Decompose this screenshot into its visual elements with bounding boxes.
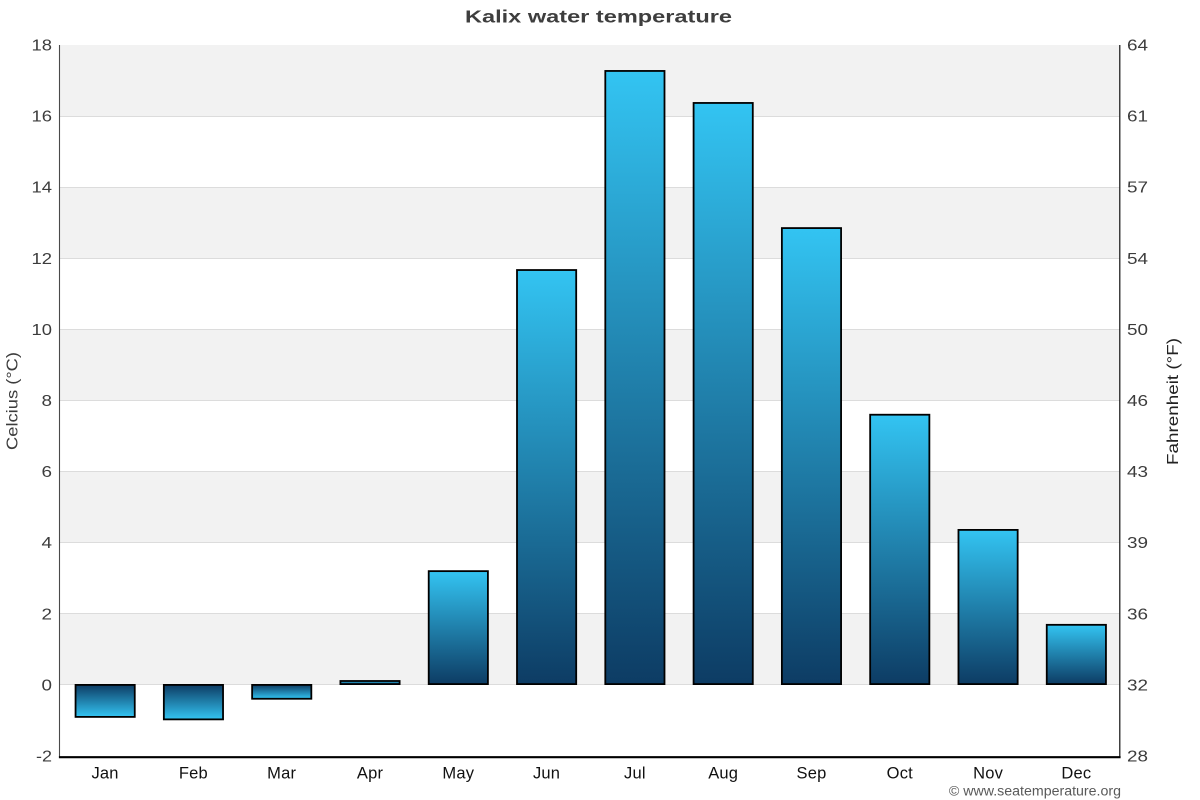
svg-text:6: 6 xyxy=(42,464,53,481)
svg-text:Jul: Jul xyxy=(624,765,646,783)
svg-text:Feb: Feb xyxy=(179,765,208,783)
svg-text:18: 18 xyxy=(32,38,53,55)
svg-text:14: 14 xyxy=(32,180,53,197)
svg-text:46: 46 xyxy=(1127,393,1148,410)
svg-text:32: 32 xyxy=(1127,677,1148,694)
svg-text:Fahrenheit (°F): Fahrenheit (°F) xyxy=(1165,338,1182,465)
svg-text:2: 2 xyxy=(42,606,53,623)
svg-text:Nov: Nov xyxy=(973,765,1003,783)
svg-text:57: 57 xyxy=(1127,180,1148,197)
svg-text:12: 12 xyxy=(32,251,53,268)
svg-text:© www.seatemperature.org: © www.seatemperature.org xyxy=(949,784,1121,800)
svg-text:Jun: Jun xyxy=(533,765,560,783)
svg-text:36: 36 xyxy=(1127,606,1148,623)
svg-text:May: May xyxy=(442,765,474,783)
svg-text:43: 43 xyxy=(1127,464,1148,481)
svg-text:Celcius (°C): Celcius (°C) xyxy=(5,352,22,450)
svg-text:54: 54 xyxy=(1127,251,1148,268)
svg-text:64: 64 xyxy=(1127,38,1148,55)
svg-text:10: 10 xyxy=(32,322,53,339)
svg-text:Apr: Apr xyxy=(357,765,384,783)
svg-text:16: 16 xyxy=(32,109,53,126)
svg-text:8: 8 xyxy=(42,393,53,410)
svg-text:Oct: Oct xyxy=(887,765,913,783)
svg-text:50: 50 xyxy=(1127,322,1148,339)
svg-text:0: 0 xyxy=(42,677,53,694)
svg-text:28: 28 xyxy=(1127,749,1148,766)
svg-text:4: 4 xyxy=(42,535,53,552)
svg-text:Mar: Mar xyxy=(267,765,296,783)
svg-text:61: 61 xyxy=(1127,109,1148,126)
svg-text:Kalix water temperature: Kalix water temperature xyxy=(465,7,732,27)
svg-text:39: 39 xyxy=(1127,535,1148,552)
svg-text:Jan: Jan xyxy=(91,765,118,783)
svg-text:Dec: Dec xyxy=(1061,765,1091,783)
svg-text:-2: -2 xyxy=(36,749,52,766)
svg-text:Sep: Sep xyxy=(797,765,827,783)
svg-text:Aug: Aug xyxy=(708,765,738,783)
